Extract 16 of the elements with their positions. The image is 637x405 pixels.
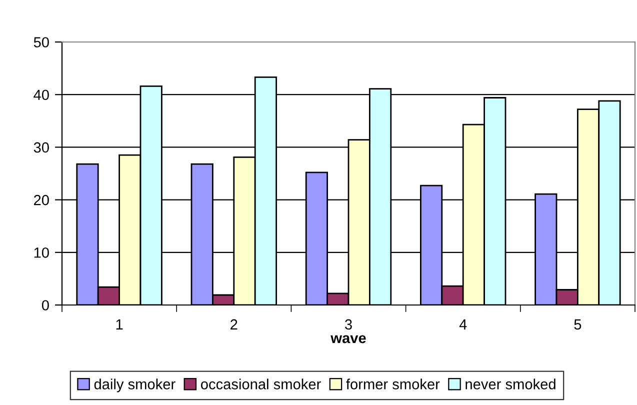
x-tick-label: 5 (574, 319, 582, 330)
legend-label: former smoker (346, 378, 440, 390)
x-tick-label: 4 (459, 319, 467, 330)
y-tick-label: 50 (34, 37, 49, 48)
x-tick-label: 1 (116, 319, 123, 330)
y-tick-label: 10 (34, 248, 49, 258)
y-tick-label: 0 (42, 300, 49, 310)
y-tick-label: 20 (34, 194, 49, 206)
legend-label: daily smoker (94, 378, 176, 392)
y-tick-label: 30 (34, 142, 49, 153)
x-tick-label: 3 (345, 319, 352, 330)
legend-label: occasional smoker (200, 378, 321, 390)
legend-label: never smoked (466, 378, 556, 390)
x-tick-label: 2 (230, 319, 238, 330)
y-tick-label: 40 (34, 90, 49, 100)
x-axis-title: wave (330, 335, 366, 344)
